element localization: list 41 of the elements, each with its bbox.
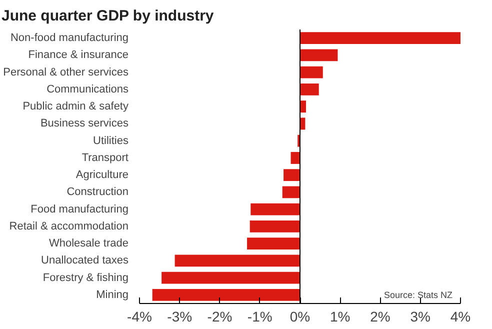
y-tick-label: Agriculture [76, 169, 128, 182]
y-tick-label: Mining [96, 288, 128, 301]
y-tick-label: Public admin & safety [22, 100, 129, 113]
y-tick-label: Forestry & fishing [42, 272, 129, 284]
x-tick-label: -2% [207, 308, 232, 324]
bar [300, 100, 306, 113]
y-tick-label: Retail & accommodation [9, 220, 129, 232]
bar [174, 254, 300, 267]
x-tick-label: 3% [410, 308, 430, 324]
bar [250, 203, 300, 216]
annotation: Source: Stats NZ [384, 290, 453, 300]
x-tick-label: 1% [330, 308, 350, 324]
y-tick-label: Business services [40, 118, 129, 130]
x-tick-label: 4% [450, 308, 471, 324]
y-tick-label: Transport [82, 152, 129, 164]
y-tick-label: Food manufacturing [30, 203, 129, 216]
chart-title: June quarter GDP by industry [2, 8, 214, 24]
bar [284, 169, 300, 182]
bar [290, 152, 300, 164]
bar [300, 32, 460, 44]
bar [300, 49, 338, 62]
bar [282, 186, 300, 198]
bar [247, 238, 300, 250]
x-tick-label: 2% [370, 308, 390, 324]
y-tick-label: Finance & insurance [28, 49, 129, 62]
x-tick-label: -4% [127, 308, 152, 324]
bar [152, 288, 300, 301]
bar [300, 66, 323, 78]
x-tick-label: -1% [247, 308, 272, 324]
bar [162, 272, 300, 284]
x-tick-label: 0% [290, 308, 310, 324]
y-tick-label: Unallocated taxes [41, 254, 129, 267]
y-tick-label: Construction [66, 186, 129, 198]
y-tick-label: Non-food manufacturing [10, 32, 128, 44]
y-tick-label: Personal & other services [3, 66, 129, 78]
bar [250, 220, 300, 232]
bar [300, 83, 319, 96]
y-tick-label: Communications [46, 83, 129, 96]
x-tick-label: -3% [167, 308, 192, 324]
y-tick-label: Utilities [93, 134, 129, 147]
y-tick-label: Wholesale trade [49, 238, 129, 250]
